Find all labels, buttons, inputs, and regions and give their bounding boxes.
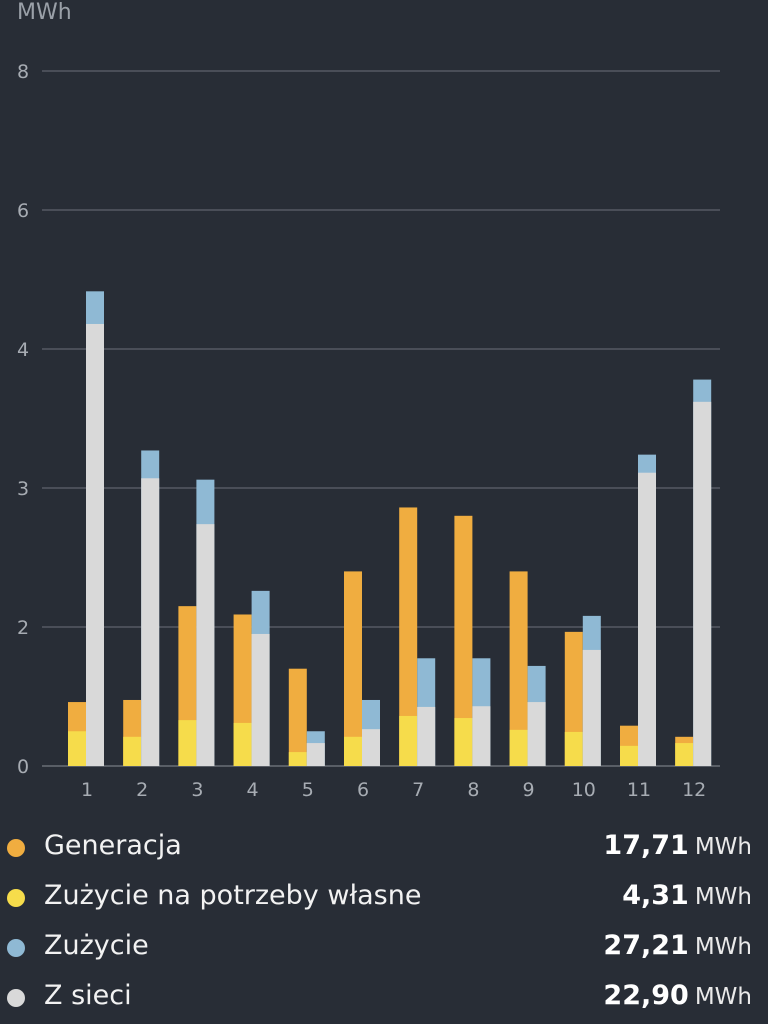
legend-label: Generacja (44, 830, 182, 861)
bar-self-consumption (399, 715, 418, 766)
x-tick-label: 2 (136, 779, 148, 801)
bar-self-consumption (178, 720, 197, 766)
bar-generation (399, 507, 418, 766)
bar-from-grid (417, 706, 436, 766)
bar-self-consumption (123, 736, 142, 766)
y-tick-label: 3 (17, 478, 29, 500)
x-tick-label: 5 (302, 779, 314, 801)
y-axis-unit-label: MWh (17, 0, 72, 25)
y-tick-label: 6 (17, 200, 29, 222)
legend-label: Zużycie (44, 930, 149, 961)
bar-from-grid (638, 472, 656, 766)
x-tick-label: 10 (572, 779, 596, 801)
bar-from-grid (306, 743, 325, 766)
legend-value: 17,71 MWh (603, 830, 752, 861)
bar-from-grid (251, 633, 270, 766)
x-tick-label: 1 (81, 779, 93, 801)
legend-item-from-grid[interactable]: Z sieci 22,90 MWh (0, 977, 768, 1017)
x-tick-label: 8 (467, 779, 479, 801)
x-tick-label: 4 (247, 779, 259, 801)
x-tick-label: 11 (627, 779, 651, 801)
bar-generation (509, 571, 528, 766)
bar-from-grid (196, 524, 215, 766)
x-tick-label: 6 (357, 779, 369, 801)
legend-dot-icon (7, 939, 25, 957)
legend-value: 4,31 MWh (622, 880, 752, 911)
bar-from-grid (582, 649, 601, 766)
bar-from-grid (362, 729, 380, 766)
bar-from-grid (693, 401, 712, 766)
bar-self-consumption (233, 722, 252, 766)
y-tick-label: 2 (17, 617, 29, 639)
x-tick-label: 3 (191, 779, 203, 801)
bar-self-consumption (454, 718, 473, 766)
legend-value: 22,90 MWh (603, 980, 752, 1011)
bar-self-consumption (288, 752, 307, 766)
bar-self-consumption (344, 736, 362, 766)
legend-item-generation[interactable]: Generacja 17,71 MWh (0, 827, 768, 867)
x-tick-label: 9 (523, 779, 535, 801)
bar-from-grid (472, 706, 491, 766)
bar-from-grid (141, 478, 160, 766)
legend-dot-icon (7, 989, 25, 1007)
legend-item-consumption[interactable]: Zużycie 27,21 MWh (0, 927, 768, 967)
legend-label: Zużycie na potrzeby własne (44, 880, 422, 911)
bar-self-consumption (620, 745, 638, 766)
bar-generation (454, 515, 473, 766)
legend-dot-icon (7, 889, 25, 907)
y-tick-label: 8 (17, 61, 29, 83)
x-tick-label: 12 (682, 779, 706, 801)
bar-self-consumption (68, 731, 86, 766)
legend-label: Z sieci (44, 980, 132, 1011)
legend-value: 27,21 MWh (603, 930, 752, 961)
bar-generation (288, 668, 307, 766)
legend-item-self-consumption[interactable]: Zużycie na potrzeby własne 4,31 MWh (0, 877, 768, 917)
bar-self-consumption (675, 743, 694, 766)
legend-dot-icon (7, 839, 25, 857)
bar-generation (344, 571, 362, 766)
bar-from-grid (527, 702, 546, 766)
y-tick-label: 0 (17, 756, 29, 778)
bar-self-consumption (564, 731, 583, 766)
bar-self-consumption (509, 729, 528, 766)
y-tick-label: 4 (17, 339, 29, 361)
bar-from-grid (86, 323, 104, 766)
x-tick-label: 7 (412, 779, 424, 801)
